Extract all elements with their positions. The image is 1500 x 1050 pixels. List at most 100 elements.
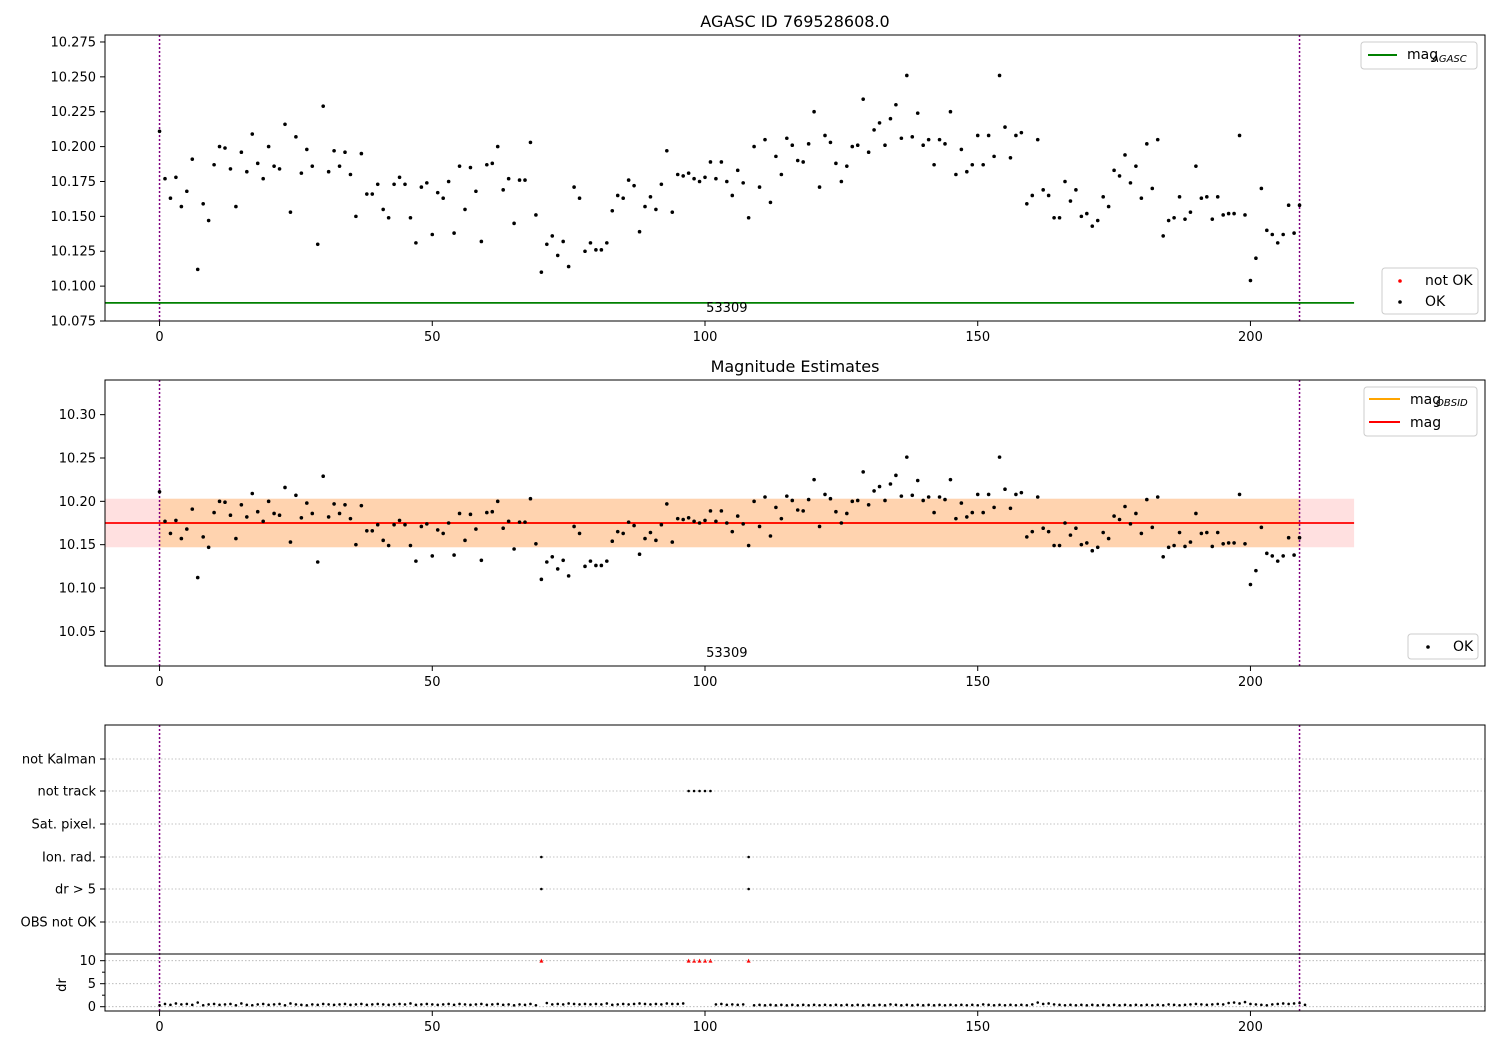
panel1-ok-point	[779, 172, 784, 177]
panel2-ok-point	[1183, 544, 1187, 549]
panel1-ok-point	[812, 109, 816, 114]
panel2-ok-point	[926, 495, 931, 499]
panel1-ok-point	[566, 264, 571, 269]
panel1-ok-point	[719, 160, 724, 164]
panel1-ok-point	[572, 185, 576, 189]
dr-point	[610, 1003, 614, 1007]
panel1-ok-point	[272, 164, 276, 168]
panel2-ok-point	[959, 501, 964, 505]
panel2-ok-point	[1106, 536, 1111, 541]
panel2-ok-point	[163, 519, 167, 524]
panel2-ok-point	[1221, 542, 1225, 546]
dr-point	[1047, 1002, 1050, 1005]
panel2-ok-point	[441, 531, 445, 536]
dr-point	[1020, 1003, 1023, 1007]
panel-agasc: AGASC ID 769528608.0 53309 10.075 10.100 1…	[51, 12, 1486, 345]
panel2-ok-point	[408, 543, 413, 548]
panel1-ok-point	[403, 182, 407, 187]
panel2-ok-point	[463, 538, 467, 543]
panel1-ok-point	[1090, 224, 1095, 228]
flag-point	[540, 855, 543, 859]
panel2-ok-point	[986, 492, 991, 497]
panel1-ok-point	[599, 248, 604, 252]
panel2-ok-point	[1068, 533, 1073, 537]
dr-point	[1101, 1003, 1105, 1007]
panel2-ok-point	[343, 503, 347, 507]
panel1-ok-point	[463, 207, 467, 212]
dr-point	[447, 1002, 450, 1006]
dr-point	[1265, 1004, 1269, 1007]
panel1-ok-point	[790, 143, 795, 148]
panel2-ok-point	[1265, 551, 1269, 556]
panel1-ok-point	[839, 179, 844, 184]
dr-point	[567, 1002, 570, 1005]
panel2-ok-point	[605, 559, 609, 563]
panel1-ok-point	[817, 185, 822, 189]
dr-point	[1167, 1003, 1170, 1006]
panel1-ok-point	[795, 158, 800, 163]
dr-point	[1205, 1003, 1209, 1007]
dr-point	[1134, 1003, 1138, 1007]
panel2-ok-point	[299, 516, 304, 520]
panel1-ok-point	[855, 143, 860, 148]
dr-point	[730, 1003, 734, 1006]
panel1-ok-point	[1237, 133, 1242, 138]
panel1-ok-point	[283, 122, 287, 127]
dr-point	[349, 1003, 352, 1007]
dr-ytick-label: 10	[79, 954, 96, 969]
dr-point	[1041, 1002, 1045, 1006]
dr-point	[545, 1001, 549, 1005]
panel1-ok-point	[725, 179, 729, 184]
dr-point	[774, 1004, 778, 1007]
panel2-ok-point	[801, 509, 805, 513]
dr-point	[529, 1002, 532, 1006]
dr-point	[1090, 1003, 1094, 1007]
panel2-ok-point	[561, 558, 565, 563]
panel2-ok-point	[234, 536, 238, 541]
panel2-xtick-label: 0	[155, 675, 163, 690]
panel1-ok-point	[697, 179, 702, 184]
panel1-ok-point	[294, 135, 298, 139]
panel1-ok-point	[425, 181, 429, 185]
panel1-ok-point	[1003, 125, 1007, 129]
dr-point	[752, 1004, 756, 1007]
dr-point	[889, 1003, 892, 1006]
dr-point	[343, 1002, 347, 1006]
panel2-xtick-label: 150	[965, 675, 990, 690]
panel2-ok-point	[217, 499, 222, 504]
panel2-ok-point	[555, 567, 560, 571]
dr-point	[932, 1004, 936, 1007]
panel2-ok-point	[1134, 511, 1138, 516]
panel2-ok-point	[741, 522, 745, 526]
panel1-ok-point	[1123, 153, 1127, 157]
panel2-ok-point	[1057, 543, 1062, 548]
dr-point	[665, 1002, 669, 1005]
panel2-xtick-label: 200	[1238, 675, 1263, 690]
panel2-ok-point	[201, 535, 205, 539]
dr-point	[250, 1004, 254, 1007]
panel1-ok-point	[517, 178, 522, 182]
panel2-ok-point	[539, 577, 544, 582]
legend2-ok-label: OK	[1453, 639, 1474, 655]
dr-point	[1161, 1004, 1165, 1007]
legend-mag-agasc-label: mag	[1407, 47, 1438, 63]
panel2-ok-point	[1254, 568, 1258, 573]
panel2-ok-point	[763, 495, 767, 499]
flag-point	[540, 887, 543, 891]
panel2-ok-point	[1025, 535, 1029, 539]
panel2-ok-point	[746, 543, 751, 548]
dr-point	[267, 1003, 270, 1007]
panel1-ok-point	[310, 164, 315, 168]
panel2-ok-point	[1194, 511, 1198, 516]
dr-point	[469, 1003, 472, 1007]
panel1-ok-point	[888, 116, 893, 121]
panel1-ok-point	[266, 144, 271, 149]
dr-point	[763, 1004, 767, 1007]
panel2-ytick-label: 10.10	[59, 582, 96, 597]
dr-point	[725, 1003, 729, 1007]
dr-point	[949, 1003, 952, 1007]
panel1-ok-point	[610, 208, 615, 213]
dr-point	[278, 1002, 281, 1006]
panel1-ytick-label: 10.250	[51, 70, 97, 85]
panel2-ok-point	[583, 564, 587, 569]
